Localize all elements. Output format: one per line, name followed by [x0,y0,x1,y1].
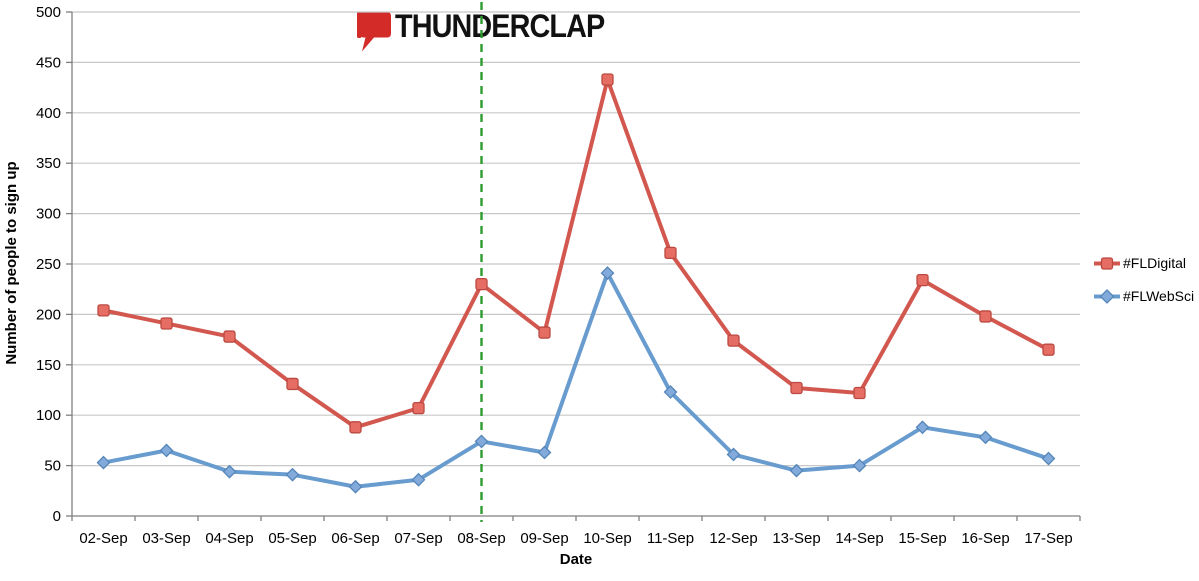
data-point-marker [664,246,677,260]
x-tick-label: 16-Sep [961,530,1009,547]
data-point-marker [412,401,425,415]
legend-label-flwebsci: #FLWebSci [1123,288,1195,304]
x-tick-label: 10-Sep [583,530,631,547]
data-point-marker [979,310,992,323]
data-point-marker [285,467,300,482]
data-point-marker [96,455,111,470]
data-point-marker [916,273,929,287]
data-point-marker [475,278,488,291]
x-tick-label: 12-Sep [709,530,757,547]
x-tick-label: 03-Sep [142,530,190,547]
data-point-marker [474,434,489,449]
y-tick-label: 500 [36,4,61,21]
data-point-marker [223,330,236,343]
data-point-marker [97,304,110,317]
x-tick-label: 17-Sep [1024,530,1072,547]
data-point-marker [1042,343,1055,356]
data-point-marker [160,317,173,330]
legend-item-fldigital: #FLDigital [1093,255,1194,271]
series-line-flwebsci [101,271,1051,489]
data-point-marker [348,479,363,494]
y-tick-label: 100 [36,407,61,424]
y-tick-label: 400 [36,105,61,122]
y-tick-label: 350 [36,155,61,172]
data-point-marker [349,421,362,434]
y-tick-label: 300 [36,206,61,223]
data-point-marker [852,458,867,473]
thunderclap-speech-bubble-icon [357,12,391,52]
data-point-marker [853,386,866,400]
data-point-marker [600,266,615,280]
y-axis-title: Number of people to sign up [3,161,20,365]
data-point-marker [790,381,803,395]
x-axis-title: Date [559,551,593,568]
data-point-marker [159,443,174,458]
flwebsci-legend-marker [1094,288,1120,304]
data-point-marker [1041,451,1056,466]
data-point-marker [727,334,740,347]
data-point-marker [726,447,741,462]
data-point-marker [538,326,551,339]
legend-label-fldigital: #FLDigital [1123,255,1187,271]
series-line-fldigital [101,77,1051,430]
thunderclap-logo: THUNDERCLAP [356,8,628,52]
y-tick-label: 0 [53,508,61,525]
data-point-marker [222,464,237,479]
x-tick-label: 06-Sep [331,530,379,547]
x-tick-label: 15-Sep [898,530,946,547]
fldigital-legend-marker [1094,256,1120,270]
data-point-marker [286,377,299,391]
y-tick-label: 450 [36,54,61,71]
x-tick-label: 08-Sep [457,530,505,547]
legend-item-flwebsci: #FLWebSci [1093,288,1194,304]
data-point-marker [411,472,426,487]
data-point-marker [789,463,804,478]
y-tick-label: 200 [36,306,61,323]
x-tick-label: 02-Sep [79,530,127,547]
x-tick-label: 09-Sep [520,530,568,547]
data-point-marker [915,420,930,435]
x-tick-label: 14-Sep [835,530,883,547]
x-tick-label: 11-Sep [647,530,694,547]
data-point-marker [537,445,552,460]
y-tick-label: 250 [36,256,61,273]
data-point-marker [601,73,614,86]
data-point-marker [663,385,678,399]
y-tick-label: 150 [36,357,61,374]
legend: #FLDigital #FLWebSci [1093,255,1194,321]
x-tick-label: 13-Sep [772,530,820,547]
x-tick-label: 04-Sep [205,530,253,547]
y-tick-label: 50 [44,458,61,475]
x-tick-label: 05-Sep [268,530,316,547]
data-point-marker [978,430,993,445]
x-tick-label: 07-Sep [394,530,442,547]
thunderclap-logo-text: THUNDERCLAP [395,8,605,44]
